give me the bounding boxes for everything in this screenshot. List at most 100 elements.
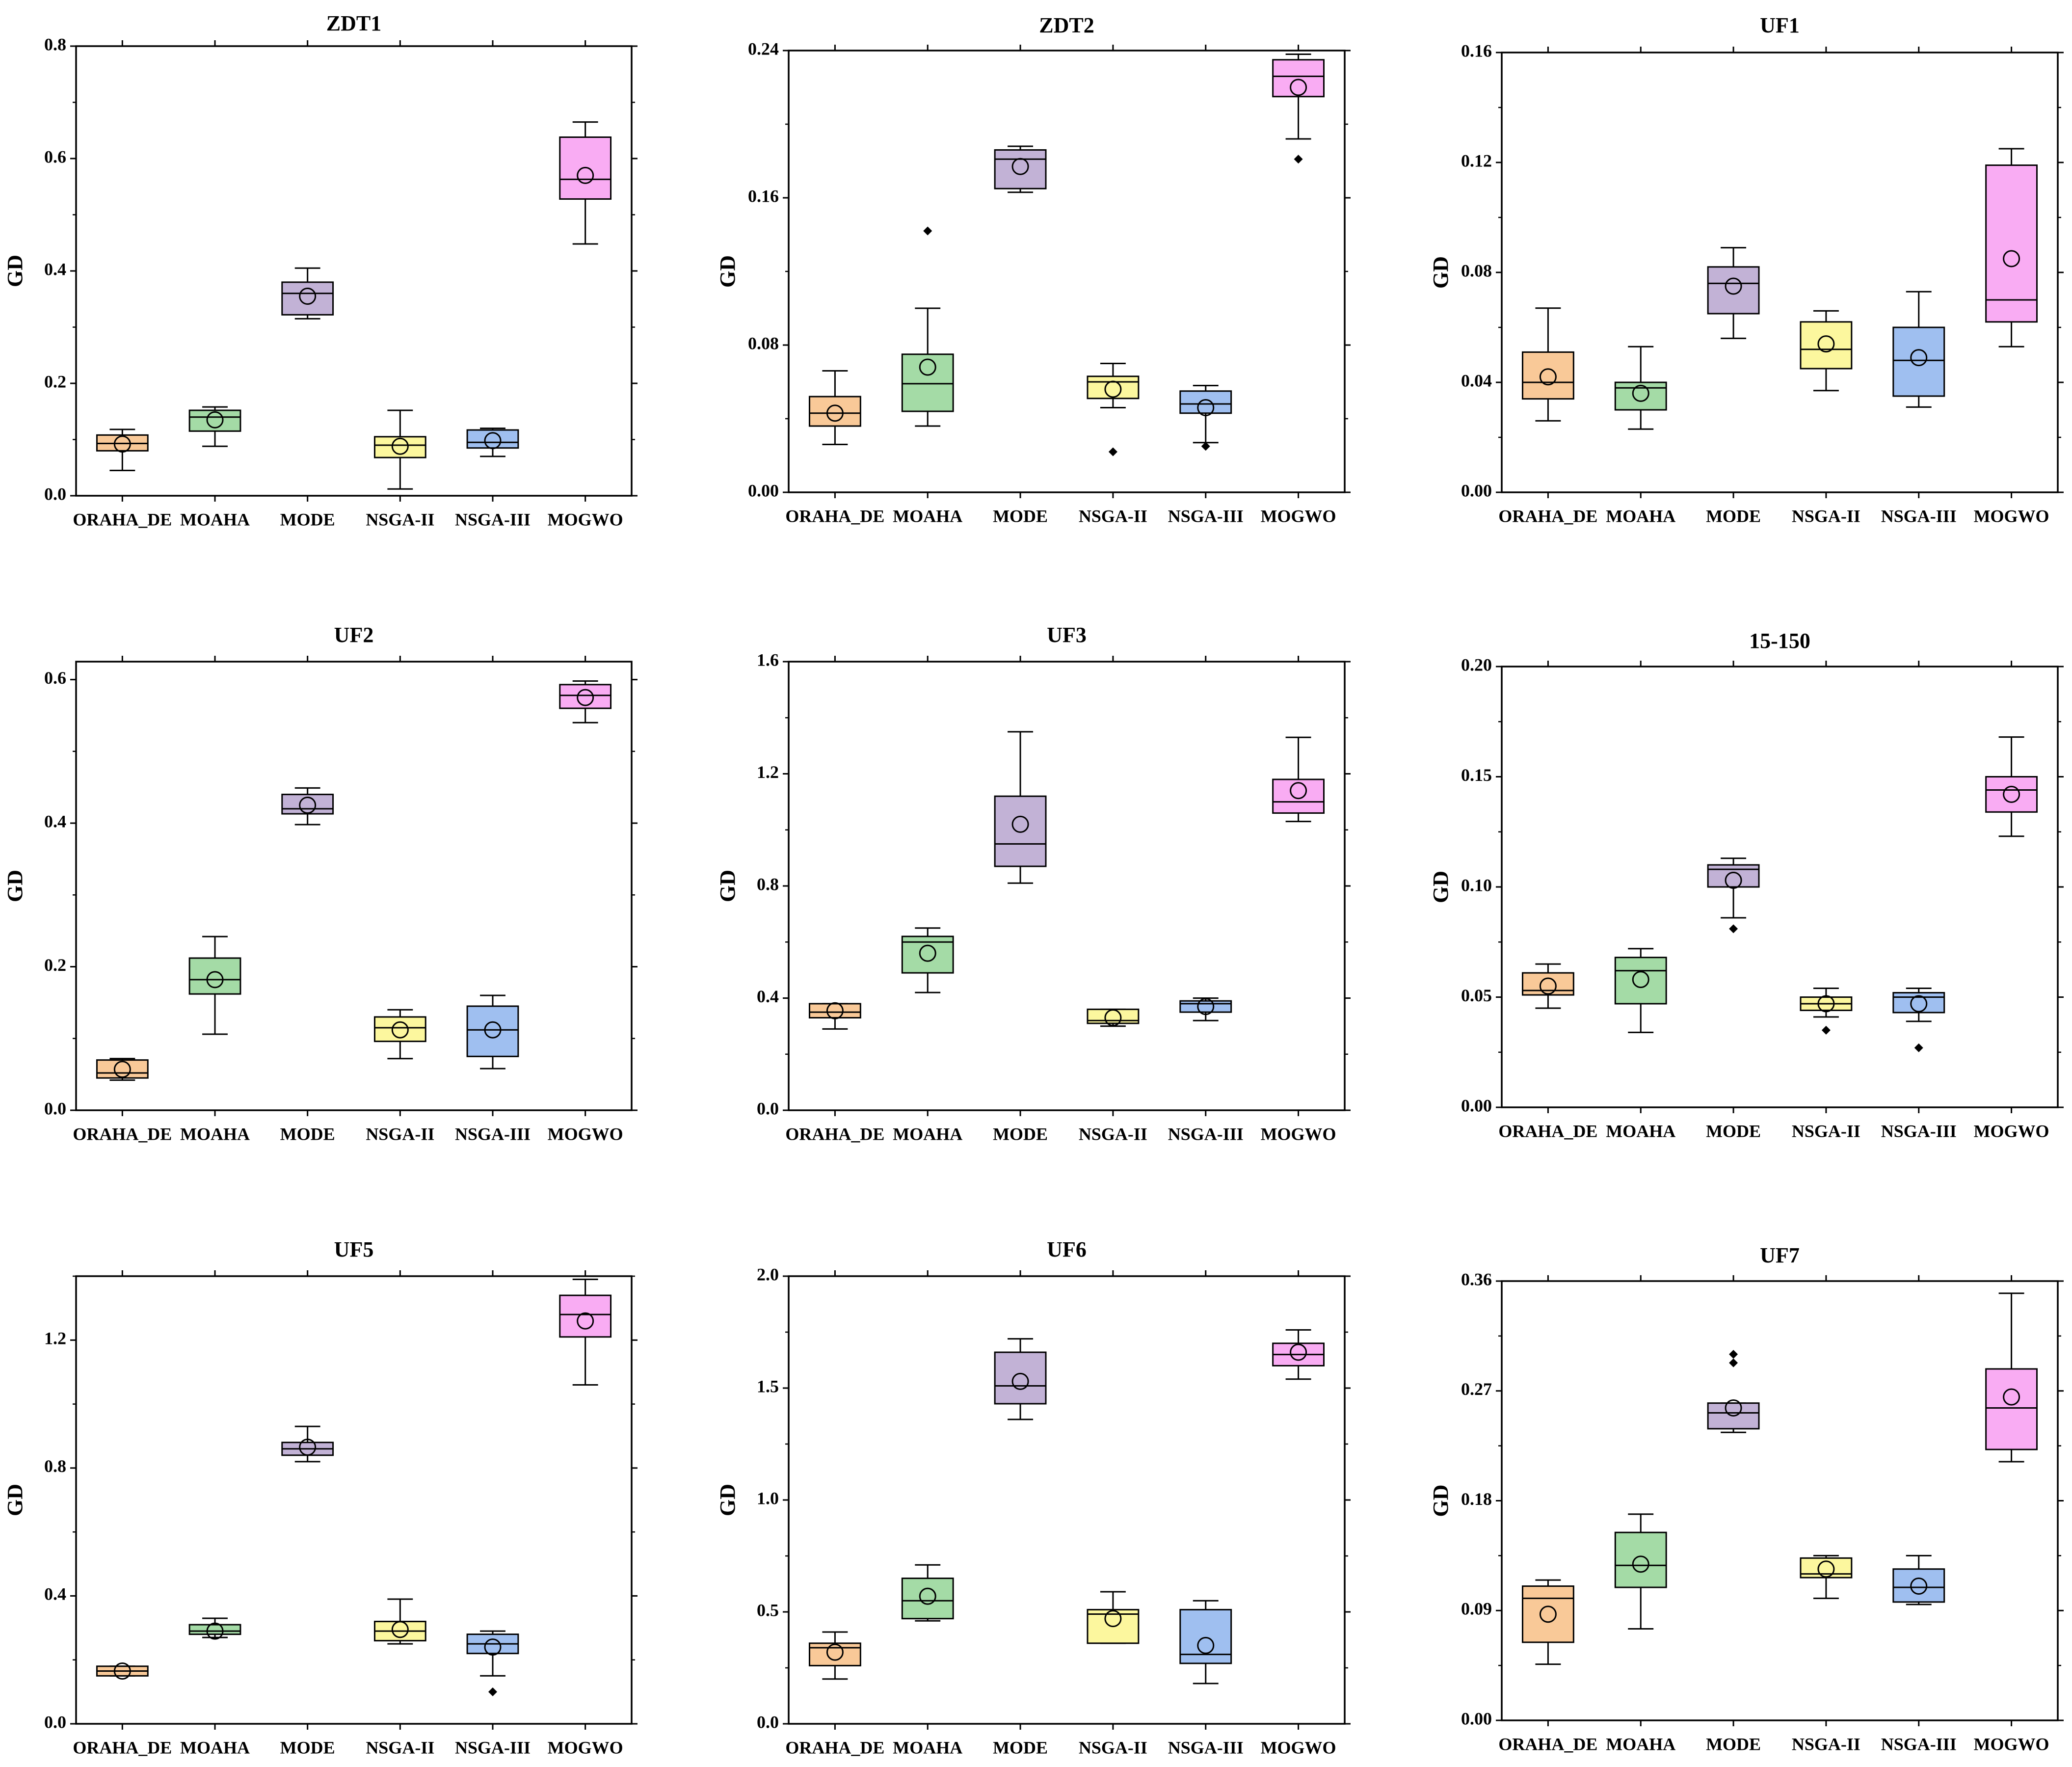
box-mode bbox=[994, 1338, 1047, 1420]
box-mogwo bbox=[1272, 54, 1325, 164]
iqr-box bbox=[1800, 321, 1853, 370]
mean-marker bbox=[113, 435, 131, 453]
iqr-box bbox=[1892, 1568, 1945, 1603]
chart-title: 15-150 bbox=[1749, 629, 1810, 653]
mean-marker bbox=[206, 1622, 224, 1640]
x-tick-label-oraha-de: ORAHA_DE bbox=[73, 1738, 172, 1757]
box-nsga-iii bbox=[466, 1630, 519, 1696]
x-tick-label-nsga-iii: NSGA-III bbox=[1881, 1734, 1957, 1754]
iqr-box bbox=[994, 149, 1047, 189]
y-tick-label: 0.09 bbox=[1461, 1599, 1492, 1619]
chart-panel-uf3: UF3 GD 0.0 0.4 0.8 1.2 1.6 ORAHA_DE MOAHA MODE NSG… bbox=[716, 623, 1351, 1144]
x-tick-label-oraha-de: ORAHA_DE bbox=[785, 1124, 884, 1144]
mean-marker bbox=[1632, 1555, 1649, 1573]
iqr-box bbox=[188, 957, 241, 995]
mean-marker bbox=[1197, 998, 1215, 1016]
x-tick-label-mode: MODE bbox=[993, 1124, 1048, 1144]
box-nsga-ii bbox=[373, 409, 426, 490]
y-tick-label: 1.2 bbox=[757, 762, 779, 782]
iqr-box bbox=[1179, 390, 1232, 414]
x-tick-label-nsga-iii: NSGA-III bbox=[1881, 1121, 1957, 1141]
x-tick-label-oraha-de: ORAHA_DE bbox=[73, 509, 172, 529]
plot-frame bbox=[788, 50, 1346, 493]
mean-marker bbox=[299, 796, 317, 814]
mean-marker bbox=[1725, 1399, 1742, 1417]
y-axis-label: GD bbox=[716, 870, 740, 902]
iqr-box bbox=[96, 1059, 149, 1079]
x-tick-label-oraha-de: ORAHA_DE bbox=[1498, 1734, 1597, 1754]
mean-marker bbox=[1632, 971, 1649, 989]
iqr-box bbox=[559, 684, 612, 709]
mean-marker bbox=[2003, 250, 2020, 268]
box-mode bbox=[1707, 857, 1760, 934]
box-oraha-de bbox=[1521, 1579, 1574, 1665]
y-tick-label: 0.4 bbox=[757, 987, 779, 1006]
iqr-box bbox=[281, 281, 334, 316]
mean-marker bbox=[1011, 815, 1029, 833]
box-mode bbox=[994, 731, 1047, 884]
mean-marker bbox=[1539, 977, 1557, 995]
outlier-point bbox=[1729, 924, 1738, 934]
mean-marker bbox=[1104, 1610, 1122, 1628]
x-tick-label-nsga-ii: NSGA-II bbox=[366, 509, 434, 529]
iqr-box bbox=[1272, 778, 1325, 814]
x-tick-label-mode: MODE bbox=[280, 1124, 335, 1144]
y-tick-label: 0.0 bbox=[44, 1712, 66, 1732]
y-tick-label: 0.00 bbox=[748, 481, 779, 500]
chart-panel-15-150: 15-150 GD 0.00 0.05 0.10 0.15 0.20 ORAHA_DE MOAH… bbox=[1429, 629, 2064, 1141]
x-tick-label-nsga-iii: NSGA-III bbox=[1168, 1124, 1244, 1144]
y-axis-label: GD bbox=[3, 870, 27, 902]
x-tick-label-mode: MODE bbox=[993, 506, 1048, 526]
iqr-box bbox=[1614, 381, 1667, 411]
mean-marker bbox=[1910, 349, 1928, 367]
box-mode bbox=[281, 787, 334, 826]
outlier-point bbox=[1201, 442, 1210, 451]
x-tick-label-mogwo: MOGWO bbox=[548, 1738, 623, 1757]
mean-marker bbox=[1910, 1578, 1928, 1595]
x-tick-label-moaha: MOAHA bbox=[180, 1124, 250, 1144]
box-oraha-de bbox=[1521, 307, 1574, 422]
y-axis-label: GD bbox=[716, 255, 740, 288]
box-nsga-iii bbox=[1892, 291, 1945, 408]
plot-frame bbox=[1501, 52, 2059, 493]
y-axis-label: GD bbox=[1429, 256, 1453, 289]
mean-marker bbox=[919, 944, 936, 962]
x-tick-label-mogwo: MOGWO bbox=[1261, 506, 1336, 526]
y-axis-label: GD bbox=[1429, 871, 1453, 903]
y-tick-label: 0.27 bbox=[1461, 1379, 1492, 1399]
box-oraha-de bbox=[96, 428, 149, 471]
chart-title: UF2 bbox=[334, 623, 374, 647]
mean-marker bbox=[826, 1643, 844, 1661]
x-tick-label-mogwo: MOGWO bbox=[1974, 506, 2049, 526]
x-tick-label-nsga-ii: NSGA-II bbox=[366, 1124, 434, 1144]
outlier-point bbox=[1729, 1350, 1738, 1359]
chart-title: UF6 bbox=[1047, 1237, 1087, 1261]
x-tick-label-mode: MODE bbox=[280, 509, 335, 529]
box-oraha-de bbox=[96, 1058, 149, 1081]
iqr-box bbox=[1179, 1000, 1232, 1013]
iqr-box bbox=[559, 1294, 612, 1338]
x-tick-label-nsga-ii: NSGA-II bbox=[1079, 506, 1147, 526]
plot-frame bbox=[1501, 1280, 2059, 1721]
box-moaha bbox=[901, 1564, 954, 1622]
iqr-box bbox=[994, 1351, 1047, 1405]
outlier-point bbox=[1108, 447, 1117, 456]
y-tick-label: 0.2 bbox=[44, 372, 66, 391]
mean-marker bbox=[1011, 1372, 1029, 1390]
y-tick-label: 0.20 bbox=[1461, 655, 1492, 674]
x-tick-label-mogwo: MOGWO bbox=[1261, 1738, 1336, 1757]
box-moaha bbox=[1614, 948, 1667, 1033]
mean-marker bbox=[1817, 995, 1835, 1013]
box-mode bbox=[1707, 1350, 1760, 1433]
iqr-box bbox=[1892, 326, 1945, 397]
mean-marker bbox=[299, 288, 317, 305]
iqr-box bbox=[1707, 1402, 1760, 1430]
iqr-box bbox=[1707, 266, 1760, 315]
y-tick-label: 2.0 bbox=[757, 1264, 779, 1284]
mean-marker bbox=[826, 404, 844, 422]
x-tick-label-moaha: MOAHA bbox=[1606, 506, 1675, 526]
mean-marker bbox=[1290, 782, 1307, 800]
iqr-box bbox=[901, 353, 954, 412]
plot-frame bbox=[75, 661, 633, 1111]
box-nsga-iii bbox=[1179, 997, 1232, 1021]
